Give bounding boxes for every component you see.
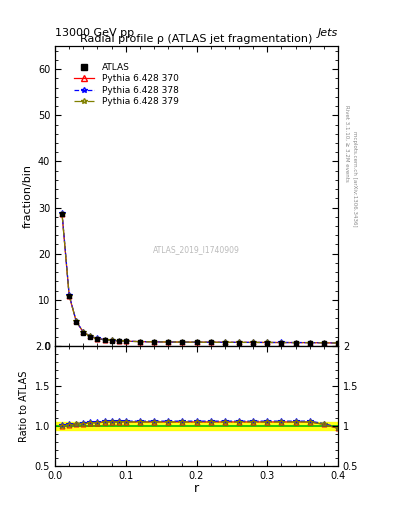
Text: 13000 GeV pp: 13000 GeV pp xyxy=(55,28,134,38)
Text: Rivet 3.1.10, ≥ 3.2M events: Rivet 3.1.10, ≥ 3.2M events xyxy=(344,105,349,182)
Legend: ATLAS, Pythia 6.428 370, Pythia 6.428 378, Pythia 6.428 379: ATLAS, Pythia 6.428 370, Pythia 6.428 37… xyxy=(71,59,182,110)
Y-axis label: fraction/bin: fraction/bin xyxy=(22,164,32,228)
Text: Jets: Jets xyxy=(318,28,338,38)
Title: Radial profile ρ (ATLAS jet fragmentation): Radial profile ρ (ATLAS jet fragmentatio… xyxy=(80,34,313,44)
X-axis label: r: r xyxy=(194,482,199,495)
Y-axis label: Ratio to ATLAS: Ratio to ATLAS xyxy=(19,370,29,442)
Text: mcplots.cern.ch [arXiv:1306.3436]: mcplots.cern.ch [arXiv:1306.3436] xyxy=(352,132,357,227)
Text: ATLAS_2019_I1740909: ATLAS_2019_I1740909 xyxy=(153,245,240,254)
